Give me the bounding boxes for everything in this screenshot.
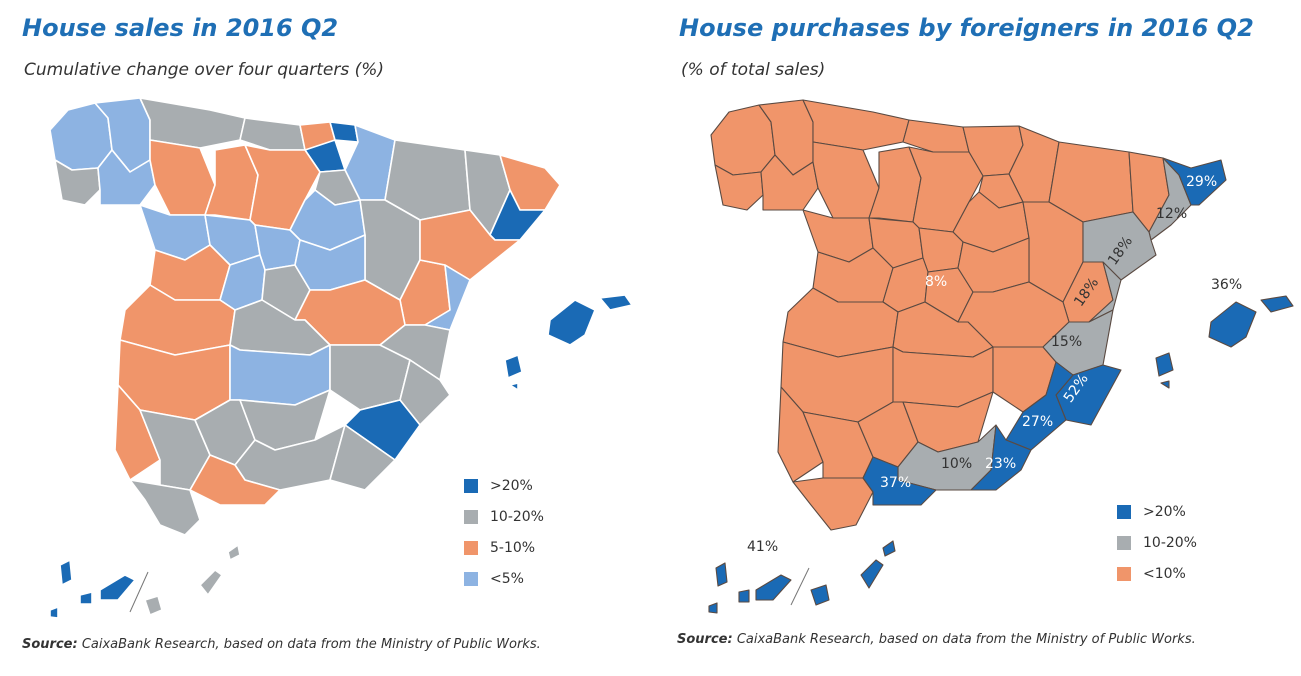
right-source-note: Source: CaixaBank Research, based on dat… bbox=[677, 632, 1196, 647]
region-gomera bbox=[738, 589, 750, 603]
left-spain-map bbox=[49, 97, 633, 619]
region-lanzarote bbox=[882, 540, 896, 557]
region-cantabria bbox=[902, 119, 970, 153]
source-label: Source: bbox=[22, 637, 78, 652]
region-leon bbox=[149, 139, 216, 216]
right-map-title: House purchases by foreigners in 2016 Q2 bbox=[679, 14, 1254, 42]
map-label-balearic: 36% bbox=[1211, 277, 1242, 293]
map-label-valencia: 15% bbox=[1051, 334, 1082, 350]
right-spain-map: 29% 12% 18% 18% 15% 52% 27% 23% 10% 37% … bbox=[708, 99, 1294, 614]
map-label-canary: 41% bbox=[747, 539, 778, 555]
legend-label: 10-20% bbox=[1143, 534, 1197, 551]
region-asturias bbox=[139, 97, 246, 149]
region-almeria bbox=[329, 424, 396, 491]
left-map-subtitle: Cumulative change over four quarters (%) bbox=[24, 60, 385, 80]
region-tenerife bbox=[755, 574, 792, 601]
region-ibiza bbox=[504, 354, 523, 379]
region-asturias bbox=[802, 99, 910, 151]
map-label-granada: 10% bbox=[941, 456, 972, 472]
legend-label: <10% bbox=[1143, 565, 1186, 582]
region-hierro bbox=[708, 602, 718, 614]
source-text: CaixaBank Research, based on data from t… bbox=[736, 632, 1196, 647]
region-formentera bbox=[509, 382, 519, 391]
legend-label: 5-10% bbox=[490, 539, 536, 556]
region-gran-canaria bbox=[144, 595, 163, 616]
source-label: Source: bbox=[677, 632, 733, 647]
source-text: CaixaBank Research, based on data from t… bbox=[81, 637, 541, 652]
right-legend-item: >20% bbox=[1117, 496, 1197, 527]
canary-separator-line bbox=[790, 567, 810, 606]
left-map-panel: House sales in 2016 Q2 Cumulative change… bbox=[0, 0, 650, 676]
right-map-panel: House purchases by foreigners in 2016 Q2… bbox=[651, 0, 1301, 676]
legend-label: >20% bbox=[490, 477, 533, 494]
region-leon bbox=[812, 141, 880, 219]
map-label-almeria: 23% bbox=[985, 456, 1016, 472]
region-ibiza bbox=[1155, 352, 1174, 377]
region-murcia bbox=[344, 399, 421, 461]
region-gran-canaria bbox=[810, 584, 830, 606]
legend-label: <5% bbox=[490, 570, 524, 587]
region-a-coruna bbox=[710, 104, 776, 176]
left-legend-item: 10-20% bbox=[464, 501, 544, 532]
canary-separator-line bbox=[129, 571, 149, 613]
legend-swatch-5-10 bbox=[464, 540, 478, 555]
left-legend: >20% 10-20% 5-10% <5% bbox=[464, 470, 544, 594]
legend-label: >20% bbox=[1143, 503, 1186, 520]
region-mallorca bbox=[1208, 301, 1257, 348]
region-formentera bbox=[1160, 380, 1170, 389]
right-legend: >20% 10-20% <10% bbox=[1117, 496, 1197, 589]
map-label-girona: 29% bbox=[1186, 174, 1217, 190]
region-huelva bbox=[777, 386, 824, 483]
region-fuerteventura bbox=[199, 569, 223, 596]
region-cadiz bbox=[792, 477, 874, 531]
left-source-note: Source: CaixaBank Research, based on dat… bbox=[22, 637, 541, 652]
left-legend-item: 5-10% bbox=[464, 532, 544, 563]
region-almeria bbox=[970, 424, 1032, 491]
left-legend-item: <5% bbox=[464, 563, 544, 594]
region-hierro bbox=[49, 606, 59, 619]
region-girona bbox=[1162, 157, 1227, 206]
legend-swatch-10-20 bbox=[1117, 535, 1131, 550]
legend-swatch-below-5 bbox=[464, 571, 478, 586]
left-map-title: House sales in 2016 Q2 bbox=[22, 14, 339, 42]
region-la-palma bbox=[715, 562, 728, 587]
region-huelva bbox=[114, 384, 161, 481]
legend-swatch-above-20 bbox=[464, 478, 478, 493]
region-menorca bbox=[599, 294, 633, 311]
region-mallorca bbox=[547, 299, 596, 346]
right-map-subtitle: (% of total sales) bbox=[681, 60, 826, 80]
region-gipuzkoa bbox=[329, 121, 359, 143]
legend-label: 10-20% bbox=[490, 508, 544, 525]
right-legend-item: <10% bbox=[1117, 558, 1197, 589]
region-malaga bbox=[189, 454, 281, 506]
map-label-barcelona: 12% bbox=[1156, 206, 1187, 222]
region-menorca bbox=[1260, 295, 1294, 313]
region-lanzarote bbox=[227, 544, 241, 561]
region-gomera bbox=[79, 591, 93, 605]
left-legend-item: >20% bbox=[464, 470, 544, 501]
region-cadiz bbox=[129, 479, 201, 536]
region-fuerteventura bbox=[860, 559, 884, 589]
map-label-malaga: 37% bbox=[880, 475, 911, 491]
region-la-palma bbox=[59, 559, 73, 586]
right-legend-item: 10-20% bbox=[1117, 527, 1197, 558]
legend-swatch-below-10 bbox=[1117, 566, 1131, 581]
legend-swatch-10-20 bbox=[464, 509, 478, 524]
region-malaga bbox=[862, 456, 937, 506]
map-label-madrid: 8% bbox=[925, 274, 947, 290]
region-tenerife bbox=[99, 574, 136, 601]
legend-swatch-above-20 bbox=[1117, 504, 1131, 519]
map-label-murcia: 27% bbox=[1022, 414, 1053, 430]
